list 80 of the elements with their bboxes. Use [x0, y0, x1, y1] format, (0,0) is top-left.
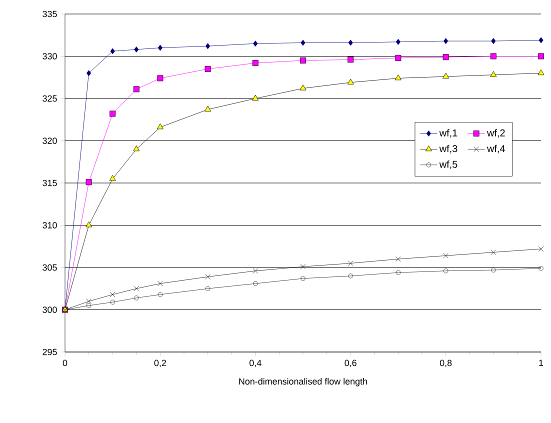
point: [300, 264, 306, 270]
point: [252, 60, 258, 66]
x-tick-label: 0: [62, 360, 68, 366]
point: [300, 276, 306, 281]
point: [490, 250, 496, 255]
x-tick-label: 0,6: [344, 360, 356, 368]
legend-label: wf,1: [439, 129, 458, 138]
y-tick-label: 310: [42, 222, 57, 228]
point: [491, 38, 496, 44]
point: [252, 268, 258, 274]
point: [157, 75, 164, 82]
point: [110, 48, 115, 54]
point: [396, 38, 400, 45]
point: [490, 71, 497, 77]
point: [396, 256, 401, 262]
point: [444, 38, 448, 44]
x-tick-label: 0,8: [440, 360, 452, 368]
point: [158, 280, 163, 286]
point: [156, 124, 164, 130]
point: [86, 303, 92, 308]
point: [86, 298, 92, 304]
point: [134, 46, 139, 52]
point: [205, 274, 210, 280]
point: [158, 44, 162, 51]
point: [490, 53, 496, 60]
point: [204, 66, 211, 72]
point: [396, 270, 401, 275]
point: [538, 69, 544, 76]
point: [133, 86, 140, 92]
point: [133, 146, 140, 152]
legend-label: wf,5: [439, 160, 458, 170]
y-tick-label: 320: [42, 138, 57, 144]
y-tick-label: 295: [42, 348, 57, 356]
point: [348, 260, 354, 266]
point: [443, 268, 448, 274]
point: [442, 54, 449, 60]
y-tick-label: 325: [42, 95, 57, 102]
point: [110, 110, 116, 117]
point: [158, 292, 163, 297]
y-tick-label: 300: [42, 306, 57, 313]
point: [206, 43, 210, 50]
y-tick-label: 315: [42, 180, 57, 186]
point: [134, 286, 140, 292]
point: [204, 106, 212, 112]
y-tick-label: 305: [42, 264, 57, 271]
point: [134, 296, 139, 300]
point: [86, 222, 92, 228]
legend-label: wf,2: [486, 129, 505, 138]
point: [300, 40, 306, 46]
point: [252, 94, 259, 100]
point: [538, 37, 544, 44]
point: [394, 74, 402, 80]
point: [86, 179, 92, 186]
point: [300, 84, 306, 90]
point: [347, 78, 354, 84]
point: [205, 286, 210, 292]
legend-label: wf,3: [439, 144, 458, 154]
point: [395, 54, 402, 61]
point: [300, 57, 306, 64]
x-axis-title: Non-dimensionalised flow length: [239, 378, 367, 386]
x-tick-label: 0,4: [250, 360, 262, 368]
legend-label: wf,4: [486, 144, 505, 154]
point: [538, 246, 544, 252]
x-tick-label: 0,2: [154, 360, 166, 368]
point: [348, 56, 354, 63]
point: [109, 175, 116, 181]
point: [491, 268, 496, 272]
point: [348, 40, 353, 46]
y-tick-label: 330: [42, 53, 57, 60]
point: [86, 70, 92, 76]
point: [110, 300, 115, 305]
point: [538, 53, 544, 60]
point: [443, 253, 448, 258]
point: [110, 292, 116, 298]
point: [442, 72, 450, 78]
point: [253, 281, 258, 286]
y-tick-label: 335: [42, 10, 57, 18]
point: [253, 40, 258, 47]
x-tick-label: 1: [539, 360, 544, 366]
point: [348, 274, 353, 278]
